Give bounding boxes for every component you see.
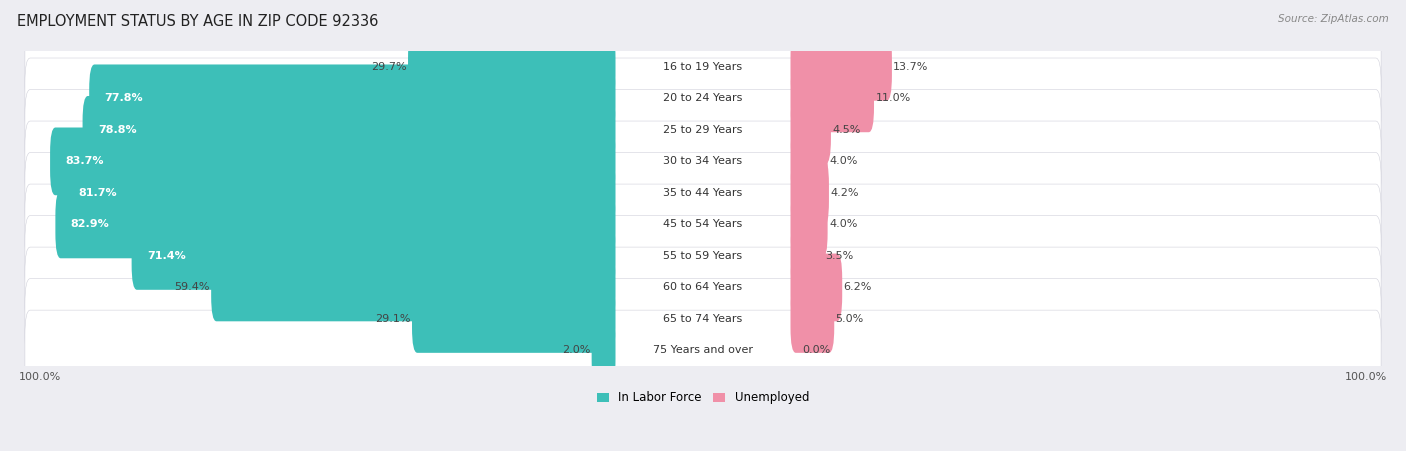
FancyBboxPatch shape bbox=[63, 159, 616, 227]
Text: 11.0%: 11.0% bbox=[876, 93, 911, 103]
Text: Source: ZipAtlas.com: Source: ZipAtlas.com bbox=[1278, 14, 1389, 23]
Text: 65 to 74 Years: 65 to 74 Years bbox=[664, 314, 742, 324]
FancyBboxPatch shape bbox=[132, 222, 616, 290]
FancyBboxPatch shape bbox=[790, 128, 828, 195]
Text: 35 to 44 Years: 35 to 44 Years bbox=[664, 188, 742, 198]
FancyBboxPatch shape bbox=[25, 310, 1381, 391]
Text: 13.7%: 13.7% bbox=[893, 62, 928, 72]
Text: 45 to 54 Years: 45 to 54 Years bbox=[664, 219, 742, 230]
FancyBboxPatch shape bbox=[211, 253, 616, 321]
FancyBboxPatch shape bbox=[412, 285, 616, 353]
FancyBboxPatch shape bbox=[790, 96, 831, 164]
FancyBboxPatch shape bbox=[51, 128, 616, 195]
Text: 3.5%: 3.5% bbox=[825, 251, 853, 261]
FancyBboxPatch shape bbox=[790, 285, 834, 353]
FancyBboxPatch shape bbox=[25, 27, 1381, 107]
Text: 75 Years and over: 75 Years and over bbox=[652, 345, 754, 355]
Text: 78.8%: 78.8% bbox=[98, 125, 136, 135]
Legend: In Labor Force, Unemployed: In Labor Force, Unemployed bbox=[598, 391, 808, 405]
FancyBboxPatch shape bbox=[83, 96, 616, 164]
Text: 55 to 59 Years: 55 to 59 Years bbox=[664, 251, 742, 261]
FancyBboxPatch shape bbox=[25, 152, 1381, 233]
FancyBboxPatch shape bbox=[25, 90, 1381, 170]
Text: 25 to 29 Years: 25 to 29 Years bbox=[664, 125, 742, 135]
Text: EMPLOYMENT STATUS BY AGE IN ZIP CODE 92336: EMPLOYMENT STATUS BY AGE IN ZIP CODE 923… bbox=[17, 14, 378, 28]
Text: 71.4%: 71.4% bbox=[146, 251, 186, 261]
Text: 4.0%: 4.0% bbox=[830, 156, 858, 166]
FancyBboxPatch shape bbox=[25, 247, 1381, 328]
FancyBboxPatch shape bbox=[790, 64, 875, 132]
FancyBboxPatch shape bbox=[25, 216, 1381, 296]
Text: 5.0%: 5.0% bbox=[835, 314, 863, 324]
Text: 60 to 64 Years: 60 to 64 Years bbox=[664, 282, 742, 292]
Text: 20 to 24 Years: 20 to 24 Years bbox=[664, 93, 742, 103]
FancyBboxPatch shape bbox=[25, 58, 1381, 139]
Text: 2.0%: 2.0% bbox=[562, 345, 591, 355]
Text: 29.1%: 29.1% bbox=[375, 314, 411, 324]
Text: 59.4%: 59.4% bbox=[174, 282, 209, 292]
Text: 83.7%: 83.7% bbox=[65, 156, 104, 166]
FancyBboxPatch shape bbox=[25, 279, 1381, 359]
FancyBboxPatch shape bbox=[408, 33, 616, 101]
Text: 30 to 34 Years: 30 to 34 Years bbox=[664, 156, 742, 166]
FancyBboxPatch shape bbox=[790, 253, 842, 321]
FancyBboxPatch shape bbox=[55, 190, 616, 258]
FancyBboxPatch shape bbox=[790, 190, 828, 258]
FancyBboxPatch shape bbox=[25, 121, 1381, 202]
FancyBboxPatch shape bbox=[790, 222, 824, 290]
FancyBboxPatch shape bbox=[89, 64, 616, 132]
FancyBboxPatch shape bbox=[592, 317, 616, 384]
FancyBboxPatch shape bbox=[790, 33, 891, 101]
Text: 16 to 19 Years: 16 to 19 Years bbox=[664, 62, 742, 72]
Text: 82.9%: 82.9% bbox=[70, 219, 110, 230]
Text: 4.0%: 4.0% bbox=[830, 219, 858, 230]
Text: 4.2%: 4.2% bbox=[831, 188, 859, 198]
Text: 81.7%: 81.7% bbox=[79, 188, 117, 198]
Text: 0.0%: 0.0% bbox=[803, 345, 831, 355]
Text: 6.2%: 6.2% bbox=[844, 282, 872, 292]
FancyBboxPatch shape bbox=[25, 184, 1381, 265]
Text: 29.7%: 29.7% bbox=[371, 62, 406, 72]
FancyBboxPatch shape bbox=[790, 159, 830, 227]
Text: 4.5%: 4.5% bbox=[832, 125, 860, 135]
Text: 77.8%: 77.8% bbox=[104, 93, 143, 103]
